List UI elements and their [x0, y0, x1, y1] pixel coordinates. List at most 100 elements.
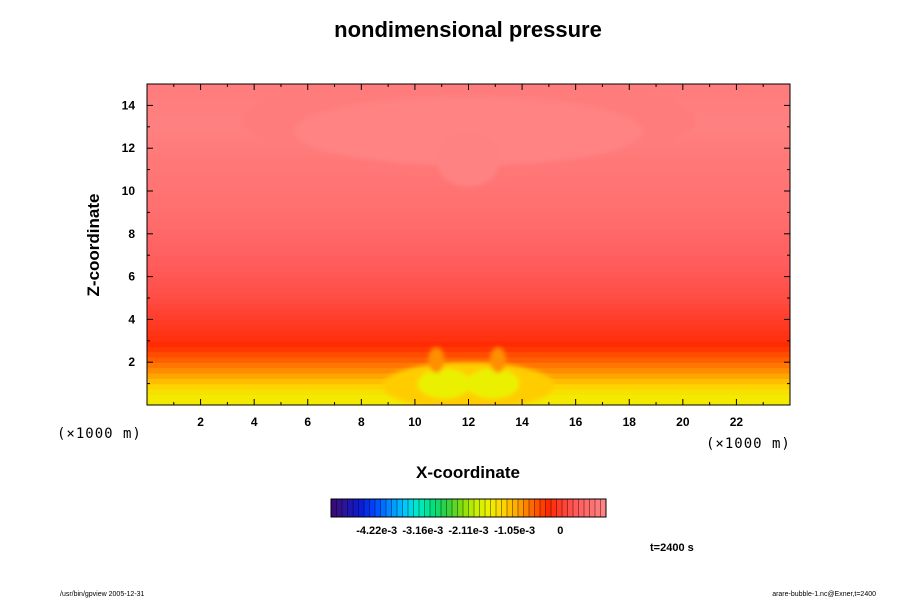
colorbar-segment [506, 498, 514, 518]
time-label: t=2400 s [650, 542, 694, 554]
field-features [240, 84, 697, 405]
colorbar-segment [479, 498, 486, 518]
x-tick-label: 16 [569, 415, 583, 429]
colorbar-segment [391, 498, 398, 518]
colorbar-segment [528, 498, 536, 518]
colorbar-segment [572, 498, 580, 518]
contour-band [147, 319, 790, 326]
colorbar-segment [561, 498, 569, 518]
x-tick-label: 18 [623, 415, 637, 429]
colorbar-segment [589, 498, 596, 518]
contour-band [147, 212, 790, 219]
contour-band [147, 249, 790, 256]
contour-band [147, 233, 790, 240]
colorbar-frame [330, 498, 607, 518]
contour-band [147, 223, 790, 230]
colorbar-segment [495, 498, 503, 518]
colorbar-segment [462, 498, 470, 518]
colorbar-segment [347, 498, 354, 518]
x-tick-label: 20 [676, 415, 690, 429]
colorbar-segment [600, 498, 607, 518]
colorbar-segment [594, 498, 602, 518]
contour-band [147, 271, 790, 278]
plot-area [147, 84, 790, 405]
colorbar-segment [330, 498, 338, 518]
y-tick-label: 8 [128, 227, 135, 241]
colorbar-segment [363, 498, 371, 518]
colorbar-segment [473, 498, 481, 518]
bubble-low-core-left [417, 368, 472, 399]
x-axis-ticks: 2 4 6 8 10 12 14 16 18 20 22 [173, 84, 764, 429]
plume-left [428, 347, 445, 373]
colorbar-segment [550, 498, 558, 518]
contour-band [147, 191, 790, 197]
colorbar-segment [418, 498, 426, 518]
contour-band [147, 356, 790, 363]
colorbar-tick-label: 0 [557, 525, 563, 537]
colorbar-segment [545, 498, 552, 518]
plume-right [489, 347, 507, 373]
colorbar-segment [352, 498, 360, 518]
colorbar-segment [534, 498, 541, 518]
contour-band [147, 244, 790, 251]
colorbar-segment [457, 498, 464, 518]
colorbar-tick-label: -2.11e-3 [448, 525, 488, 537]
contour-band [147, 265, 790, 272]
contour-band [147, 185, 790, 192]
contour-band [147, 281, 790, 288]
contour-band [147, 335, 790, 342]
y-tick-label: 4 [128, 312, 135, 326]
colorbar-tick-label: -4.22e-3 [356, 525, 397, 537]
contour-band [147, 217, 790, 224]
contour-band [147, 298, 790, 304]
colorbar-segment [512, 498, 519, 518]
contour-band [147, 239, 790, 246]
colorbar-segment [358, 498, 365, 518]
colorbar-segment [341, 498, 349, 518]
x-tick-label: 12 [462, 415, 476, 429]
colorbar-segment [435, 498, 442, 518]
y-tick-label: 6 [128, 270, 135, 284]
colorbar-segment [380, 498, 387, 518]
y-unit-label: (×1000 m) [57, 426, 142, 442]
colorbar-tick-label: -3.16e-3 [402, 525, 443, 537]
x-tick-label: 10 [408, 415, 422, 429]
colorbar-segment [451, 498, 459, 518]
contour-band [147, 292, 790, 299]
colorbar-segment [539, 498, 547, 518]
contour-band [147, 303, 790, 310]
colorbar-segment [567, 498, 574, 518]
contour-band [147, 287, 790, 294]
upper-high-lobe [436, 131, 501, 187]
colorbar-segment [501, 498, 508, 518]
contour-band [147, 346, 790, 353]
colorbar-segment [468, 498, 475, 518]
colorbar-tick-label: -1.05e-3 [494, 525, 535, 537]
colorbar-segment [429, 498, 437, 518]
colorbar-segment [402, 498, 409, 518]
colorbar-segment [556, 498, 563, 518]
contour-band [147, 255, 790, 262]
x-tick-label: 4 [251, 415, 258, 429]
contour-band [147, 207, 790, 213]
contour-band [147, 228, 790, 235]
colorbar-segment [578, 498, 585, 518]
x-tick-label: 6 [304, 415, 311, 429]
x-tick-label: 22 [730, 415, 744, 429]
y-tick-label: 10 [122, 184, 136, 198]
y-axis-label: Z-coordinate [84, 194, 103, 297]
colorbar-segment [396, 498, 404, 518]
y-axis-ticks: 2 4 6 8 10 12 14 [122, 98, 790, 385]
contour-band [147, 330, 790, 337]
y-tick-label: 2 [128, 355, 135, 369]
x-unit-label: (×1000 m) [706, 436, 791, 452]
bubble-low-core-right [465, 368, 520, 399]
contour-band [147, 260, 790, 267]
colorbar-segment [440, 498, 448, 518]
contour-band [147, 314, 790, 320]
colorbar-segment [369, 498, 376, 518]
colorbar-segment [517, 498, 525, 518]
colorbar-segment [385, 498, 393, 518]
colorbar-segment [490, 498, 497, 518]
